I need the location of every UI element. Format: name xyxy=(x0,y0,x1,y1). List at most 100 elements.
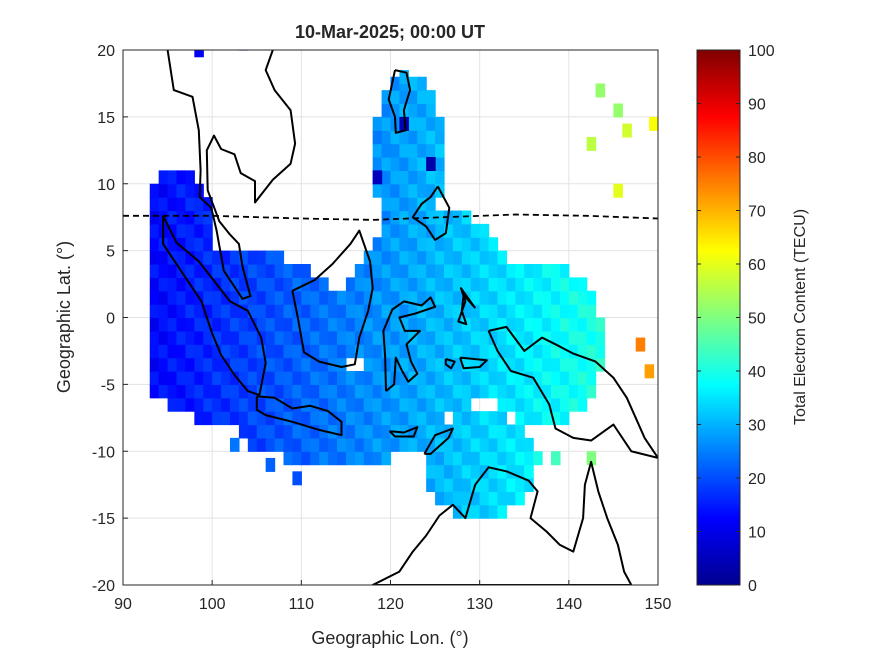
tec-cell xyxy=(426,223,436,238)
tec-cell xyxy=(515,451,525,466)
tec-cell xyxy=(149,250,160,265)
tec-cell xyxy=(497,437,508,452)
tec-cell xyxy=(399,411,409,426)
tec-cell xyxy=(497,411,508,426)
tec-cell xyxy=(212,384,222,399)
tec-cell xyxy=(337,357,347,372)
tec-cell xyxy=(354,424,365,439)
tec-cell xyxy=(158,290,169,305)
tec-cell xyxy=(399,170,409,185)
tec-cell xyxy=(408,237,418,252)
tec-cell xyxy=(426,424,436,439)
x-tick-label: 140 xyxy=(555,596,582,613)
tec-cell xyxy=(363,437,374,452)
tec-cell xyxy=(185,397,195,412)
tec-cell xyxy=(390,397,401,412)
tec-cell xyxy=(203,290,213,305)
tec-cell xyxy=(247,277,258,292)
tec-cell xyxy=(158,384,169,399)
tec-cell xyxy=(506,330,516,345)
tec-cell xyxy=(399,157,409,171)
tec-cell xyxy=(452,250,463,265)
tec-cell xyxy=(497,277,508,292)
tec-cells xyxy=(149,50,658,519)
tec-cell xyxy=(185,344,195,359)
tec-cell xyxy=(559,357,570,372)
tec-cell xyxy=(274,357,285,372)
tec-cell xyxy=(559,397,570,412)
tec-cell xyxy=(559,277,570,292)
tec-cell xyxy=(265,437,276,452)
tec-cell xyxy=(461,277,472,292)
y-tick-label: 20 xyxy=(97,43,115,60)
tec-cell xyxy=(426,478,436,492)
tec-cell xyxy=(533,317,543,332)
tec-cell xyxy=(381,183,392,198)
tec-cell xyxy=(488,411,499,426)
tec-cell xyxy=(354,264,365,278)
tec-cell xyxy=(426,384,436,399)
tec-cell xyxy=(328,290,338,305)
coastline xyxy=(459,356,488,370)
tec-cell xyxy=(247,384,258,399)
tec-cell xyxy=(212,371,222,385)
tec-cell xyxy=(524,478,534,492)
tec-cell xyxy=(301,437,311,452)
tec-cell xyxy=(417,170,427,185)
tec-cell xyxy=(542,384,552,399)
colorbar-tick-label: 50 xyxy=(748,311,766,328)
tec-cell xyxy=(559,264,570,278)
tec-cell xyxy=(444,277,454,292)
tec-cell xyxy=(265,411,276,426)
tec-cell xyxy=(363,384,374,399)
tec-cell xyxy=(265,357,276,372)
tec-cell xyxy=(149,344,160,359)
tec-cell xyxy=(372,250,383,265)
tec-cell xyxy=(274,330,285,345)
tec-cell xyxy=(372,357,383,372)
tec-cell xyxy=(372,424,383,439)
tec-cell xyxy=(212,357,222,372)
tec-cell xyxy=(301,330,311,345)
tec-cell xyxy=(470,371,481,385)
tec-cell xyxy=(479,264,490,278)
tec-cell xyxy=(194,250,204,265)
tec-cell xyxy=(533,304,543,319)
tec-cell xyxy=(167,223,178,238)
tec-cell xyxy=(417,357,427,372)
tec-cell xyxy=(221,330,231,345)
tec-cell xyxy=(203,237,213,252)
tec-cell xyxy=(292,471,302,486)
colorbar-tick-label: 20 xyxy=(748,471,766,488)
tec-cell xyxy=(524,371,534,385)
tec-cell xyxy=(238,304,249,319)
tec-cell xyxy=(577,290,588,305)
tec-cell xyxy=(515,491,525,506)
tec-cell xyxy=(149,317,160,332)
tec-cell xyxy=(247,357,258,372)
tec-cell xyxy=(221,250,231,265)
tec-cell xyxy=(390,157,401,171)
tec-cell xyxy=(408,223,418,238)
tec-cell xyxy=(247,371,258,385)
tec-cell xyxy=(426,116,436,131)
tec-cell xyxy=(381,157,392,171)
colorbar-tick-label: 10 xyxy=(748,525,766,542)
tec-cell xyxy=(337,451,347,466)
tec-cell xyxy=(417,223,427,238)
tec-cell xyxy=(354,411,365,426)
tec-cell xyxy=(319,437,329,452)
tec-cell xyxy=(435,478,445,492)
tec-cell xyxy=(337,344,347,359)
tec-cell xyxy=(506,491,516,506)
y-axis-ticks: 20 15 10 5 0 -5 -10 -15 -20 xyxy=(92,43,128,595)
tec-cell xyxy=(310,371,320,385)
tec-cell xyxy=(426,397,436,412)
tec-cell xyxy=(372,437,383,452)
tec-cell xyxy=(221,357,231,372)
tec-cell xyxy=(167,290,178,305)
tec-cell xyxy=(461,210,472,225)
y-tick-label: 10 xyxy=(97,177,115,194)
tec-cell xyxy=(426,411,436,426)
tec-cell xyxy=(399,344,409,359)
